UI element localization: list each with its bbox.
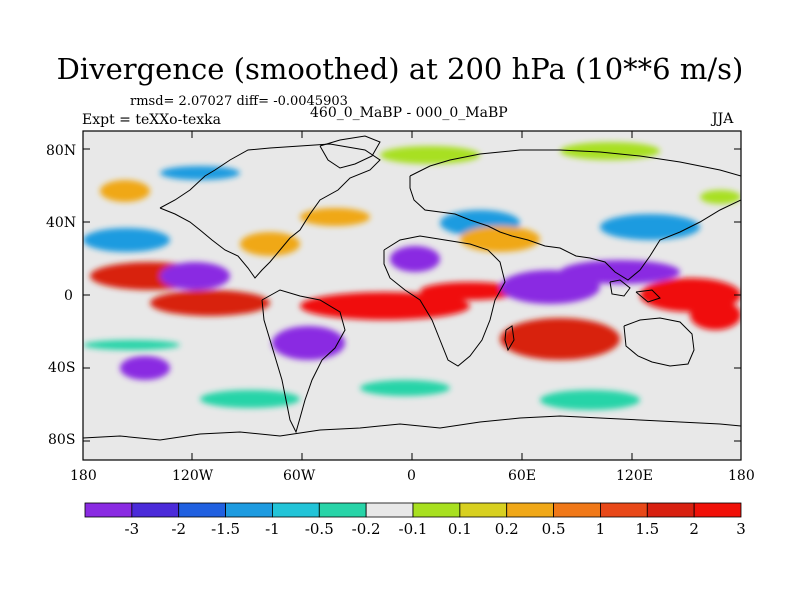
- divergence-field: [83, 131, 741, 460]
- colorbar-label-13: 3: [736, 520, 746, 538]
- lon-label-120w: 120W: [172, 468, 214, 484]
- colorbar-label-12: 2: [689, 520, 699, 538]
- south-america-min-1: [120, 356, 170, 380]
- colorbar-swatch-11: [600, 502, 648, 518]
- north-atlantic-orange: [300, 208, 370, 226]
- colorbar-label-4: -0.5: [305, 520, 334, 538]
- southern-green-band-2: [540, 390, 640, 410]
- subtitle: 460_0_MaBP - 000_0_MaBP: [310, 105, 508, 121]
- equatorial-atlantic-africa-band-1: [420, 282, 520, 300]
- colorbar-swatch-3: [225, 502, 273, 518]
- colorbar-label-1: -2: [171, 520, 186, 538]
- season-label: JJA: [712, 111, 734, 127]
- colorbar-swatch-9: [506, 502, 554, 518]
- mid-latitude-blue-band-2: [600, 214, 700, 240]
- lat-label-40s: 40S: [48, 360, 76, 376]
- colorbar-label-6: -0.1: [399, 520, 428, 538]
- colorbar-label-3: -1: [265, 520, 280, 538]
- colorbar-label-8: 0.2: [495, 520, 519, 538]
- north-atlantic-orange-1: [460, 226, 540, 252]
- colorbar-label-7: 0.1: [448, 520, 472, 538]
- southern-green-band-1: [200, 390, 300, 408]
- north-atlantic-orange-2: [240, 232, 300, 256]
- lon-label-120e: 120E: [616, 468, 653, 484]
- colorbar-swatch-2: [178, 502, 226, 518]
- colorbar-swatch-1: [131, 502, 180, 518]
- colorbar-swatch-6: [365, 502, 414, 518]
- axis-ticks: [83, 131, 741, 460]
- lon-label-180e: 180: [728, 468, 755, 484]
- colorbar-swatch-12: [646, 502, 695, 518]
- lat-label-80n: 80N: [46, 143, 77, 159]
- southern-indian-max: [500, 318, 620, 360]
- lat-label-40n: 40N: [46, 215, 77, 231]
- colorbar-swatch-8: [459, 502, 508, 518]
- colorbar: -3 -2 -1.5 -1 -0.5 -0.2 -0.1 0.1 0.2 0.5 1 1.5 2 3: [84, 502, 746, 538]
- north-atlantic-orange-3: [100, 180, 150, 202]
- lon-label-180w: 180: [70, 468, 97, 484]
- polar-green: [380, 146, 480, 164]
- lat-label-0: 0: [64, 288, 73, 304]
- colorbar-swatch-5: [318, 502, 367, 518]
- southern-green-band-3: [360, 380, 450, 396]
- continent-outlines: [83, 135, 741, 441]
- lon-label-60e: 60E: [508, 468, 537, 484]
- colorbar-swatch-7: [412, 502, 461, 518]
- south-america-min: [272, 326, 345, 360]
- stats-line: rmsd= 2.07027 diff= -0.0045903: [130, 94, 348, 109]
- colorbar-swatch-4: [272, 502, 320, 518]
- western-pacific-max-1: [690, 300, 741, 330]
- colorbar-label-11: 1.5: [635, 520, 659, 538]
- mid-latitude-blue-band-3: [160, 166, 240, 180]
- lon-label-0: 0: [407, 468, 416, 484]
- mid-latitude-blue-band: [83, 228, 170, 252]
- colorbar-label-5: -0.2: [352, 520, 381, 538]
- colorbar-swatch-13: [693, 502, 742, 518]
- central-america-min: [160, 262, 230, 290]
- colorbar-label-2: -1.5: [211, 520, 240, 538]
- tropical-pacific-east-band-1: [150, 290, 270, 316]
- colorbar-label-0: -3: [125, 520, 140, 538]
- experiment-label: Expt = teXXo-texka: [82, 112, 221, 128]
- southern-green-band: [83, 340, 180, 350]
- polar-green-2: [700, 190, 741, 204]
- lon-label-60w: 60W: [283, 468, 316, 484]
- colorbar-label-10: 1: [596, 520, 606, 538]
- colorbar-swatch-0: [84, 502, 133, 518]
- map-title: Divergence (smoothed) at 200 hPa (10**6 …: [56, 52, 744, 86]
- colorbar-label-9: 0.5: [542, 520, 566, 538]
- lat-label-80s: 80S: [48, 432, 76, 448]
- colorbar-swatch-10: [553, 502, 601, 518]
- sahara-min: [390, 246, 440, 272]
- indian-ocean-min-1: [560, 260, 680, 284]
